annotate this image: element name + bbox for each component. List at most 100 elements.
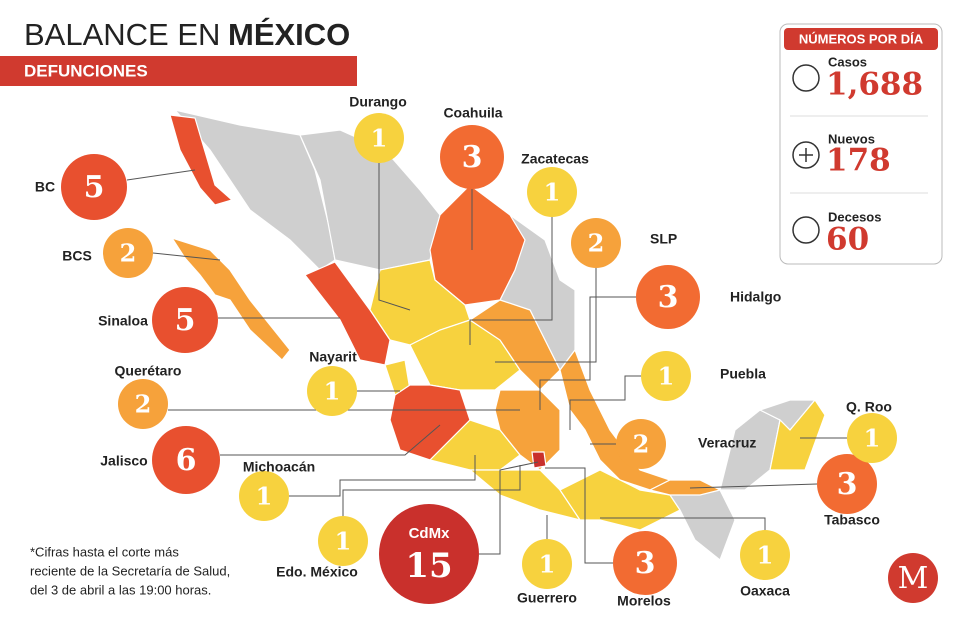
state-deaths: 6 <box>176 443 197 478</box>
logo-text: M <box>898 561 929 596</box>
panel-header <box>784 28 938 50</box>
state-name: CdMx <box>409 525 450 542</box>
stat-label: Casos <box>828 54 867 69</box>
state-deaths: 15 <box>405 546 452 586</box>
state-name: Q. Roo <box>846 399 892 415</box>
state-bubble <box>103 228 153 278</box>
state-name: Veracruz <box>698 435 756 451</box>
state-bubble <box>307 366 357 416</box>
state-name: Tabasco <box>824 512 880 528</box>
state-bubble <box>354 113 404 163</box>
state-name: SLP <box>650 231 677 247</box>
region <box>304 261 391 366</box>
state-name: Morelos <box>617 593 671 609</box>
leader-line <box>569 375 641 430</box>
state-deaths: 5 <box>175 303 196 338</box>
state-bubble <box>817 454 877 514</box>
footnote: reciente de la Secretaría de Salud, <box>30 563 230 578</box>
state-deaths: 3 <box>837 467 858 502</box>
icon-plus <box>799 148 813 162</box>
state-name: Durango <box>349 94 407 110</box>
leader-line <box>469 217 553 345</box>
state-deaths: 3 <box>658 280 679 315</box>
state-bubble <box>740 530 790 580</box>
state-name: Jalisco <box>100 453 147 469</box>
state-deaths: 1 <box>256 482 273 511</box>
state-bubble <box>440 125 504 189</box>
stat-value: 1,688 <box>826 67 923 103</box>
state-bubble <box>61 154 127 220</box>
region <box>769 398 826 471</box>
icon-virus <box>792 64 820 92</box>
state-deaths: 5 <box>84 170 105 205</box>
leader-line <box>495 268 597 363</box>
icon-skull <box>792 216 820 244</box>
state-bubble <box>152 287 218 353</box>
state-deaths: 3 <box>635 546 656 581</box>
state-deaths: 1 <box>371 124 388 153</box>
map <box>169 108 826 561</box>
state-name: Guerrero <box>517 590 577 606</box>
state-deaths: 1 <box>539 550 556 579</box>
logo <box>888 553 938 603</box>
region <box>169 114 234 206</box>
state-deaths: 1 <box>324 377 341 406</box>
state-deaths: 2 <box>135 390 152 419</box>
region <box>170 236 291 361</box>
state-bubble <box>118 379 168 429</box>
state-bubble <box>616 419 666 469</box>
leader-line <box>545 467 613 564</box>
leader-line <box>152 252 221 261</box>
state-bubble <box>522 539 572 589</box>
state-deaths: 1 <box>658 362 675 391</box>
state-name: Zacatecas <box>521 151 589 167</box>
leader-line <box>600 517 766 530</box>
region <box>531 451 547 469</box>
state-bubble <box>239 471 289 521</box>
subtitle: DEFUNCIONES <box>24 61 148 80</box>
leader-line <box>378 163 411 311</box>
state-name: BC <box>35 179 55 195</box>
state-name: Coahuila <box>443 105 502 121</box>
state-bubble <box>379 504 479 604</box>
state-name: BCS <box>62 248 92 264</box>
panel-title: NÚMEROS POR DÍA <box>799 31 924 46</box>
region <box>429 184 526 306</box>
leader-line <box>342 465 521 516</box>
state-bubble <box>613 531 677 595</box>
state-bubbles: 5 BC 2 BCS 5 Sinaloa 2 Querétaro 6 Jalisco 1 Michoa… <box>35 94 897 609</box>
state-name: Edo. México <box>276 564 358 580</box>
stat-label: Decesos <box>828 209 881 224</box>
state-name: Oaxaca <box>740 583 790 599</box>
subtitle-bar <box>0 56 357 86</box>
stat-label: Nuevos <box>828 131 875 146</box>
state-deaths: 3 <box>462 140 483 175</box>
icon-plus <box>792 141 820 169</box>
state-deaths: 1 <box>864 424 881 453</box>
state-bubble <box>571 218 621 268</box>
state-bubble <box>152 426 220 494</box>
state-name: Michoacán <box>243 459 315 475</box>
title: BALANCE EN <box>24 17 220 52</box>
state-deaths: 2 <box>120 239 137 268</box>
title-bold: MÉXICO <box>228 17 350 52</box>
state-bubble <box>641 351 691 401</box>
state-name: Sinaloa <box>98 313 148 329</box>
state-name: Hidalgo <box>730 289 781 305</box>
state-deaths: 1 <box>544 178 561 207</box>
state-deaths: 1 <box>757 541 774 570</box>
stat-value: 178 <box>826 143 891 179</box>
state-deaths: 2 <box>633 430 650 459</box>
leader-line <box>689 483 818 489</box>
state-deaths: 2 <box>588 229 605 258</box>
state-name: Nayarit <box>309 349 357 365</box>
stat-value: 60 <box>826 222 869 258</box>
leader-line <box>220 424 441 456</box>
leader-line <box>539 296 636 410</box>
state-bubble <box>318 516 368 566</box>
leader-line <box>479 461 539 555</box>
leader-line <box>289 455 476 497</box>
state-name: Puebla <box>720 366 766 382</box>
state-bubble <box>636 265 700 329</box>
